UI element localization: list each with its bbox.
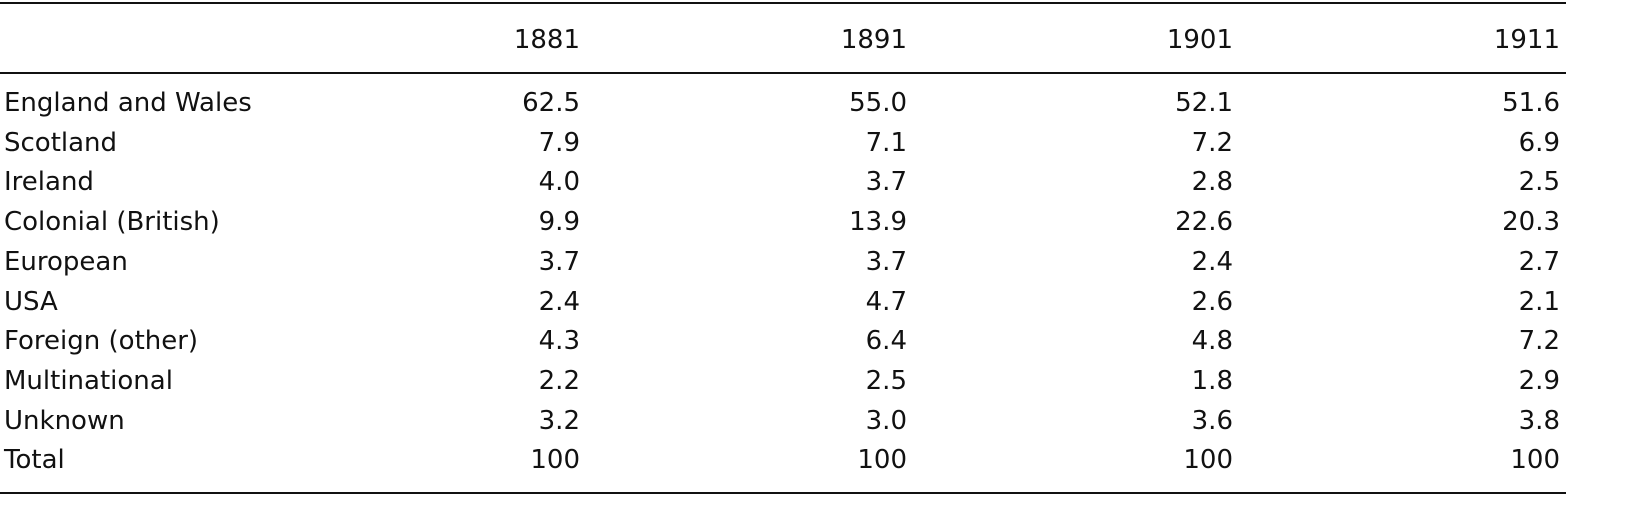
- cell-value: 6.9: [1518, 127, 1560, 158]
- row-label: USA: [4, 286, 58, 317]
- cell-value: 3.7: [538, 246, 580, 277]
- cell-value: 2.6: [1191, 286, 1233, 317]
- cell-value: 2.1: [1518, 286, 1560, 317]
- column-header: 1901: [1166, 25, 1233, 55]
- cell-value: 9.9: [538, 207, 580, 238]
- cell-value: 4.3: [538, 326, 580, 357]
- row-label: Unknown: [4, 405, 125, 436]
- cell-value: 7.9: [538, 127, 580, 158]
- cell-value: 2.7: [1518, 246, 1560, 277]
- cell-value: 100: [1183, 445, 1233, 476]
- cell-value: 100: [1510, 445, 1560, 476]
- column-header: 1891: [840, 25, 907, 55]
- row-label: England and Wales: [4, 88, 252, 118]
- cell-value: 100: [857, 445, 907, 476]
- cell-value: 3.2: [538, 405, 580, 436]
- cell-value: 2.5: [1518, 167, 1560, 198]
- cell-value: 4.0: [538, 167, 580, 198]
- cell-value: 3.0: [865, 405, 907, 436]
- cell-value: 4.7: [865, 286, 907, 317]
- row-label: Scotland: [4, 127, 118, 158]
- cell-value: 3.6: [1191, 405, 1233, 436]
- cell-value: 3.8: [1518, 405, 1560, 436]
- cell-value: 55.0: [849, 88, 907, 118]
- cell-value: 7.2: [1191, 127, 1233, 158]
- bottom-rule: [0, 492, 1566, 494]
- cell-value: 100: [530, 445, 580, 476]
- cell-value: 51.6: [1502, 88, 1560, 118]
- cell-value: 2.9: [1518, 365, 1560, 396]
- row-label: Total: [4, 445, 65, 476]
- cell-value: 4.8: [1191, 326, 1233, 357]
- column-header: 1881: [513, 25, 580, 55]
- row-label: Colonial (British): [4, 207, 220, 238]
- cell-value: 3.7: [865, 246, 907, 277]
- cell-value: 2.8: [1191, 167, 1233, 198]
- row-label: Multinational: [4, 365, 173, 396]
- cell-value: 7.2: [1518, 326, 1560, 357]
- cell-value: 3.7: [865, 167, 907, 198]
- cell-value: 1.8: [1191, 365, 1233, 396]
- top-rule: [0, 2, 1566, 4]
- cell-value: 62.5: [522, 88, 580, 118]
- cell-value: 2.4: [1191, 246, 1233, 277]
- cell-value: 2.5: [865, 365, 907, 396]
- column-header: 1911: [1493, 25, 1560, 55]
- cell-value: 6.4: [865, 326, 907, 357]
- cell-value: 52.1: [1175, 88, 1233, 118]
- row-label: Foreign (other): [4, 326, 199, 357]
- cell-value: 2.4: [538, 286, 580, 317]
- row-label: European: [4, 246, 128, 277]
- cell-value: 22.6: [1175, 207, 1233, 238]
- cell-value: 13.9: [849, 207, 907, 238]
- cell-value: 2.2: [538, 365, 580, 396]
- row-label: Ireland: [4, 167, 94, 198]
- header-rule: [0, 72, 1566, 74]
- cell-value: 20.3: [1502, 207, 1560, 238]
- cell-value: 7.1: [865, 127, 907, 158]
